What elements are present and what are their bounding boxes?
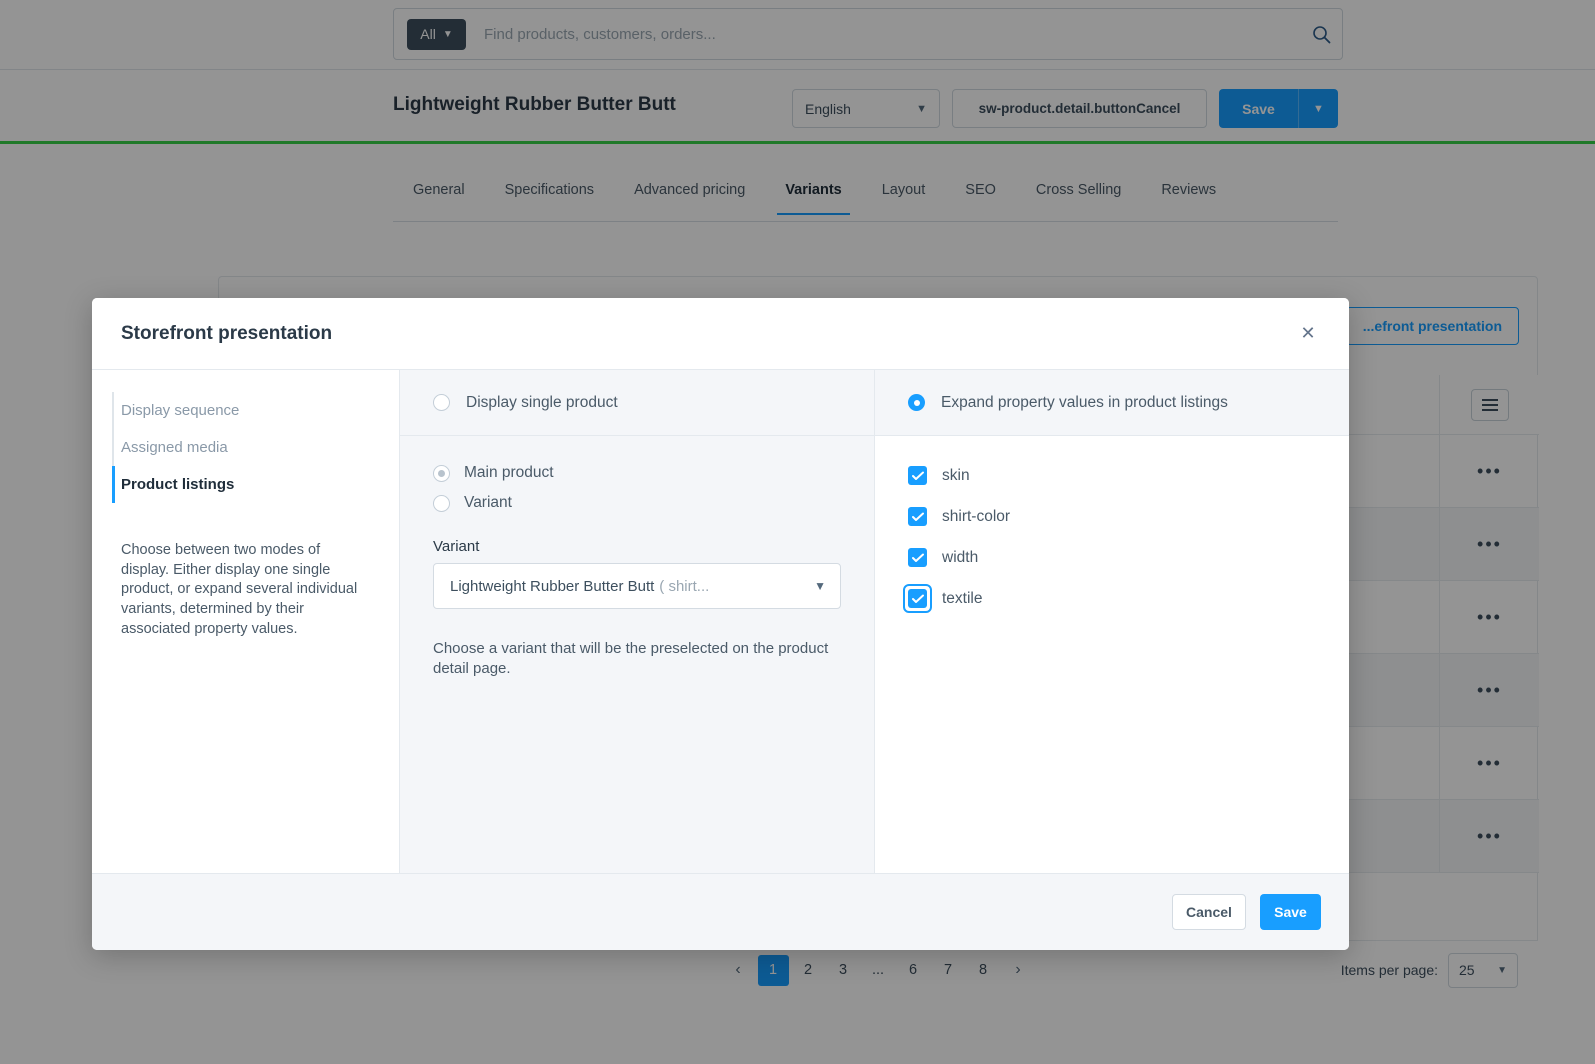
- radio-row-main-product[interactable]: Main product: [433, 464, 841, 482]
- items-per-page-label: Items per page:: [1340, 962, 1438, 978]
- checkbox-width[interactable]: [908, 548, 927, 567]
- cancel-button[interactable]: sw-product.detail.buttonCancel: [952, 89, 1207, 128]
- sidebar-description: Choose between two modes of display. Eit…: [121, 542, 358, 637]
- pagination-page-8[interactable]: 8: [978, 962, 988, 978]
- language-select-value: English: [805, 100, 851, 117]
- checkbox-shirt-color-label: shirt-color: [942, 507, 1011, 525]
- variant-help-text: Choose a variant that will be the presel…: [433, 640, 829, 677]
- pagination-prev[interactable]: ‹: [735, 961, 741, 978]
- checkbox-row-width[interactable]: width: [908, 548, 1316, 567]
- checkbox-textile[interactable]: [903, 584, 932, 613]
- modal-footer: Cancel Save: [92, 873, 1349, 950]
- chevron-down-icon: ▼: [1497, 964, 1507, 976]
- row-context-menu-icon[interactable]: •••: [1439, 800, 1539, 872]
- save-button-group: Save ▼: [1219, 89, 1338, 128]
- items-per-page-select[interactable]: 25 ▼: [1448, 952, 1518, 988]
- pagination-ellipsis: ...: [871, 962, 885, 978]
- items-per-page-value: 25: [1459, 962, 1475, 978]
- radio-variant[interactable]: [433, 494, 450, 512]
- modal-sidebar: Display sequence Assigned media Product …: [92, 370, 400, 873]
- variant-select[interactable]: Lightweight Rubber Butter Butt ( shirt..…: [433, 563, 841, 609]
- checkbox-skin-label: skin: [942, 466, 970, 484]
- chevron-down-icon: ▼: [442, 28, 453, 40]
- checkbox-row-skin[interactable]: skin: [908, 466, 1316, 485]
- row-context-menu-icon[interactable]: •••: [1439, 654, 1539, 726]
- progress-bar: [0, 141, 1595, 144]
- display-single-product-panel: Display single product Main product Vari…: [400, 370, 875, 873]
- checkbox-shirt-color[interactable]: [908, 507, 927, 526]
- pagination-page-3[interactable]: 3: [838, 962, 848, 978]
- row-context-menu-icon[interactable]: •••: [1439, 508, 1539, 580]
- display-single-product-option[interactable]: Display single product: [400, 370, 874, 436]
- tab-bar: General Specifications Advanced pricing …: [393, 180, 1338, 222]
- expand-property-values-label: Expand property values in product listin…: [941, 393, 1228, 411]
- modal-save-button[interactable]: Save: [1260, 894, 1321, 930]
- global-search: All ▼: [393, 8, 1343, 60]
- card-toolbar: ...efront presentation: [1345, 307, 1519, 345]
- checkbox-row-shirt-color[interactable]: shirt-color: [908, 507, 1316, 526]
- save-button[interactable]: Save: [1219, 89, 1298, 128]
- search-input[interactable]: [484, 25, 1300, 43]
- chevron-down-icon: ▼: [916, 102, 927, 115]
- checkbox-textile-label: textile: [942, 589, 983, 607]
- search-icon[interactable]: [1300, 25, 1342, 44]
- search-scope-button[interactable]: All ▼: [407, 18, 466, 50]
- tab-specifications[interactable]: Specifications: [504, 182, 595, 198]
- display-single-product-label: Display single product: [466, 393, 618, 411]
- search-scope-label: All: [420, 26, 436, 42]
- tab-reviews[interactable]: Reviews: [1161, 182, 1217, 198]
- row-context-menu-icon[interactable]: •••: [1439, 435, 1539, 507]
- items-per-page: Items per page: 25 ▼: [1340, 952, 1518, 988]
- chevron-down-icon: ▼: [814, 579, 826, 593]
- property-checkbox-list: skin shirt-color width: [875, 436, 1349, 873]
- storefront-presentation-modal: Storefront presentation ✕ Display sequen…: [92, 298, 1349, 950]
- radio-main-product[interactable]: [433, 464, 450, 482]
- save-dropdown-toggle[interactable]: ▼: [1298, 89, 1338, 128]
- radio-row-variant[interactable]: Variant: [433, 494, 841, 512]
- storefront-presentation-button[interactable]: ...efront presentation: [1345, 307, 1519, 345]
- tab-general[interactable]: General: [413, 182, 465, 198]
- pagination-page-2[interactable]: 2: [803, 962, 813, 978]
- expand-property-values-panel: Expand property values in product listin…: [875, 370, 1349, 873]
- radio-variant-label: Variant: [464, 494, 512, 511]
- pagination-page-6[interactable]: 6: [908, 962, 918, 978]
- close-icon[interactable]: ✕: [1300, 323, 1316, 343]
- radio-expand-property-values[interactable]: [908, 394, 925, 411]
- checkbox-width-label: width: [942, 548, 979, 566]
- tab-seo[interactable]: SEO: [965, 182, 996, 198]
- radio-display-single-product[interactable]: [433, 394, 450, 411]
- sidebar-item-assigned-media[interactable]: Assigned media: [92, 429, 399, 466]
- sidebar-item-display-sequence[interactable]: Display sequence: [92, 392, 399, 429]
- sidebar-item-product-listings[interactable]: Product listings: [92, 466, 399, 503]
- top-search-bar: All ▼: [0, 0, 1595, 70]
- tab-layout[interactable]: Layout: [881, 182, 926, 198]
- variant-select-value-suffix: ( shirt...: [659, 577, 710, 595]
- pagination-page-1[interactable]: 1: [757, 954, 789, 986]
- row-context-menu-icon[interactable]: •••: [1439, 727, 1539, 799]
- variant-field-label: Variant: [433, 538, 480, 555]
- pagination-page-7[interactable]: 7: [943, 962, 953, 978]
- display-single-product-body: Main product Variant Variant Lightweight…: [400, 436, 874, 873]
- tab-advanced-pricing[interactable]: Advanced pricing: [634, 182, 746, 198]
- language-select[interactable]: English ▼: [792, 89, 940, 128]
- column-settings-icon[interactable]: [1470, 388, 1509, 421]
- modal-cancel-button[interactable]: Cancel: [1172, 894, 1246, 930]
- modal-title: Storefront presentation: [121, 322, 333, 344]
- modal-header: Storefront presentation ✕: [92, 298, 1349, 370]
- pagination-next[interactable]: ›: [1015, 961, 1021, 978]
- checkbox-row-textile[interactable]: textile: [903, 584, 1316, 613]
- page-title: Lightweight Rubber Butter Butt: [393, 94, 676, 115]
- modal-sidebar-nav: Display sequence Assigned media Product …: [92, 392, 399, 503]
- variant-select-value: Lightweight Rubber Butter Butt: [450, 577, 655, 595]
- checkbox-skin[interactable]: [908, 466, 927, 485]
- expand-property-values-option[interactable]: Expand property values in product listin…: [875, 370, 1349, 436]
- tab-cross-selling[interactable]: Cross Selling: [1035, 182, 1122, 198]
- tab-variants[interactable]: Variants: [765, 180, 861, 215]
- modal-body: Display sequence Assigned media Product …: [92, 370, 1349, 873]
- radio-main-product-label: Main product: [464, 464, 554, 481]
- row-context-menu-icon[interactable]: •••: [1439, 581, 1539, 653]
